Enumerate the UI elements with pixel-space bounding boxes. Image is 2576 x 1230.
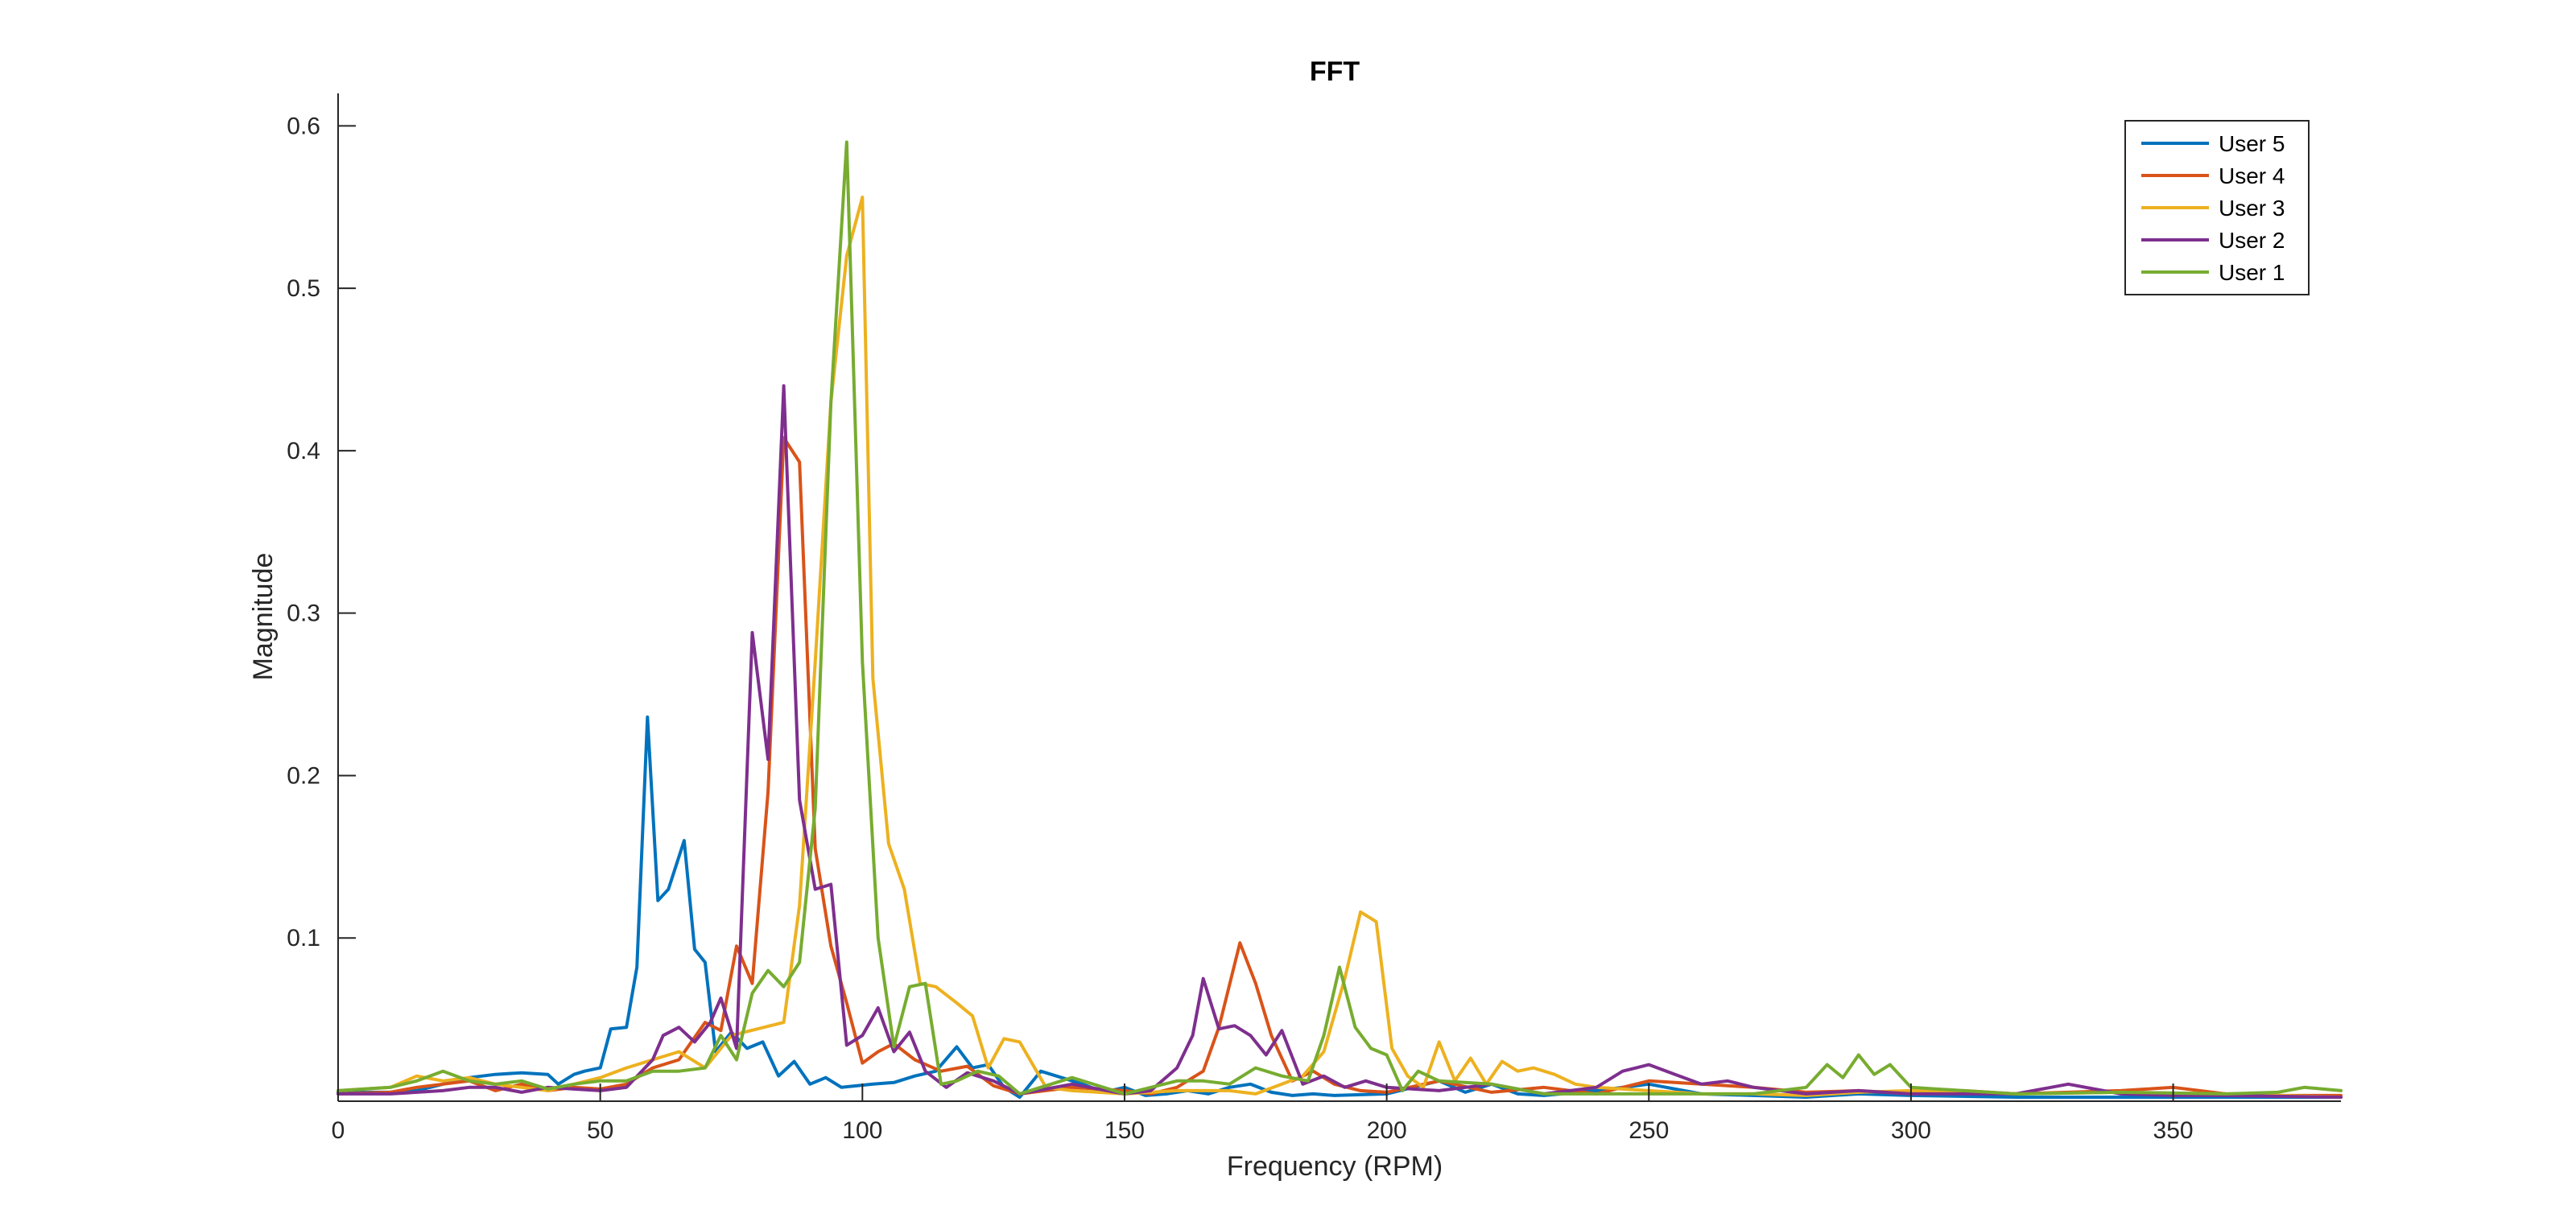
legend-label: User 1 [2219,260,2285,285]
y-tick-label: 0.6 [287,113,320,139]
x-tick-label: 300 [1891,1117,1931,1144]
axes: 0 50 100 150 200 250 300 350 0.1 0.2 0.3 0.4 0.5 0.6 [287,93,2341,1144]
chart-title: FFT [1310,56,1360,87]
x-tick-label: 200 [1367,1117,1407,1144]
series-line-1 [336,715,2343,1099]
legend-label: User 3 [2219,196,2285,221]
series-lines [336,140,2343,1099]
y-tick-label: 0.3 [287,601,320,627]
y-tick-label: 0.1 [287,925,320,951]
legend-label: User 5 [2219,131,2285,156]
plot-area [338,93,2341,1101]
x-tick-label: 250 [1629,1117,1669,1144]
x-tick-label: 0 [332,1117,345,1144]
y-tick-label: 0.2 [287,762,320,789]
y-tick-label: 0.5 [287,275,320,302]
x-axis-label: Frequency (RPM) [1227,1151,1443,1182]
legend: User 5 User 4 User 3 User 2 User 1 [2124,120,2310,295]
x-tick-label: 150 [1104,1117,1145,1144]
y-axis-label: Magnitude [248,553,279,681]
legend-label: User 2 [2219,228,2285,253]
plot-background [338,93,2341,1101]
x-tick-label: 100 [842,1117,882,1144]
x-tick-label: 350 [2153,1117,2194,1144]
legend-label: User 4 [2219,163,2285,188]
y-tick-label: 0.4 [287,438,320,464]
x-tick-label: 50 [587,1117,613,1144]
series-line-4 [336,384,2343,1099]
